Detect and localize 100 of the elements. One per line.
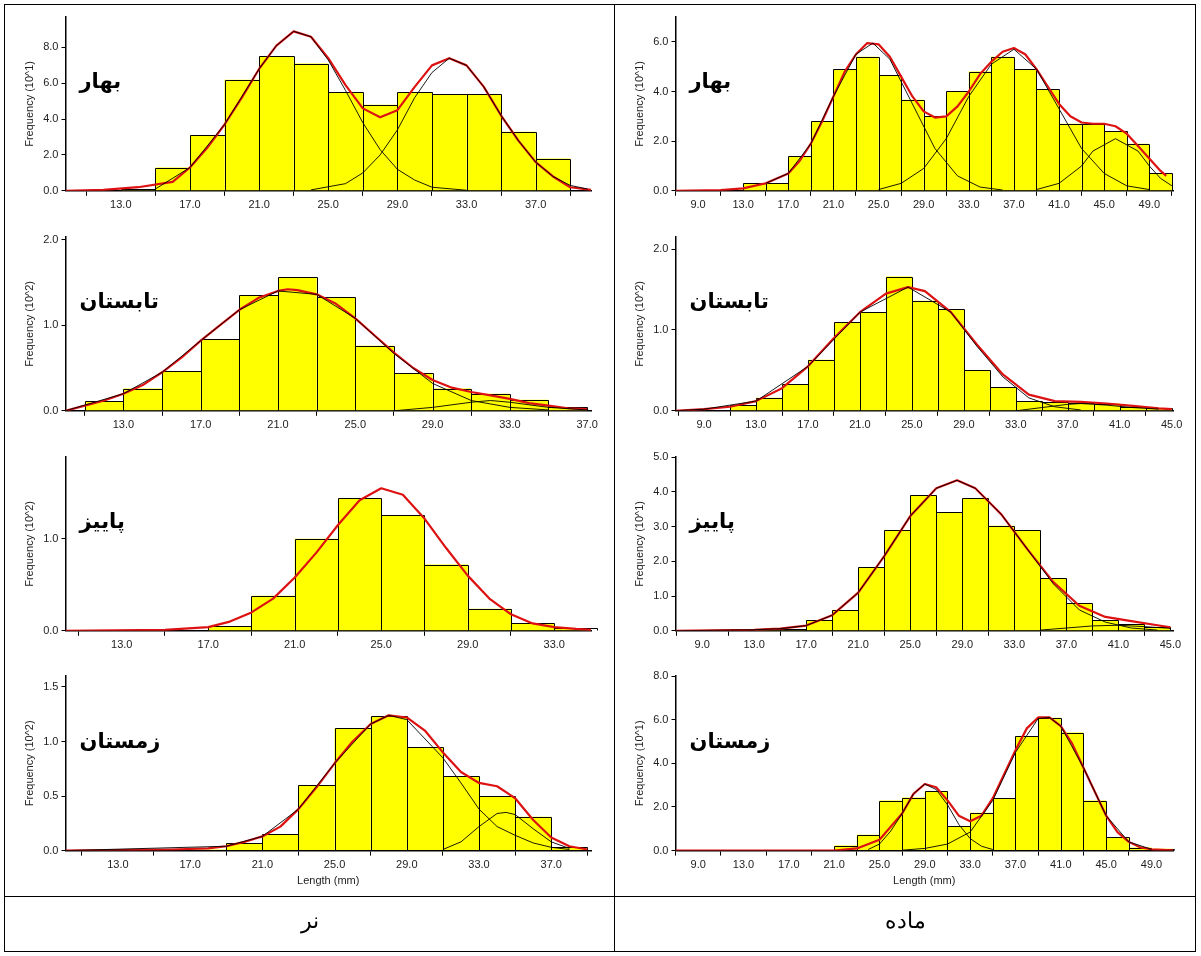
x-tick-label: 13.0 xyxy=(732,198,754,211)
y-tick-label: 2.0 xyxy=(653,800,669,813)
x-tick-label: 33.0 xyxy=(499,418,521,431)
text: ماده xyxy=(615,896,1195,944)
x-tick-label: 33.0 xyxy=(1003,637,1026,650)
x-tick-label: 21.0 xyxy=(284,637,306,650)
y-tick-label: 8.0 xyxy=(43,40,59,53)
x-tick-label: 21.0 xyxy=(823,858,845,871)
x-tick-label: 13.0 xyxy=(112,418,135,431)
text: زمستان xyxy=(79,729,161,754)
text: تابستان xyxy=(689,289,769,314)
x-axis-title: Length (mm) xyxy=(893,874,956,887)
x-tick-label: 37.0 xyxy=(1055,637,1078,650)
x-tick-label: 33.0 xyxy=(958,198,980,211)
y-tick-label: 6.0 xyxy=(43,76,59,89)
x-tick-label: 33.0 xyxy=(543,637,565,650)
y-tick-label: 0.5 xyxy=(43,789,59,802)
x-tick-label: 17.0 xyxy=(778,858,800,871)
y-tick-label: 2.0 xyxy=(43,232,59,245)
x-tick-label: 29.0 xyxy=(914,858,936,871)
x-tick-label: 9.0 xyxy=(690,198,706,211)
text: تابستان xyxy=(79,289,159,314)
x-tick-label: 29.0 xyxy=(421,418,444,431)
x-tick-label: 17.0 xyxy=(795,637,817,650)
y-tick-label: 4.0 xyxy=(43,112,59,125)
x-tick-label: 29.0 xyxy=(457,637,479,650)
x-tick-label: 13.0 xyxy=(107,858,129,871)
x-tick-label: 41.0 xyxy=(1048,198,1070,211)
x-tick-label: 9.0 xyxy=(690,858,706,871)
x-tick-label: 49.0 xyxy=(1140,858,1163,871)
x-tick-label: 21.0 xyxy=(847,637,869,650)
x-tick-label: 13.0 xyxy=(743,637,765,650)
y-tick-label: 0.0 xyxy=(43,403,59,416)
x-tick-label: 21.0 xyxy=(267,418,289,431)
y-tick-label: 0.0 xyxy=(653,843,669,856)
x-tick-label: 45.0 xyxy=(1160,418,1183,431)
x-tick-label: 29.0 xyxy=(396,858,418,871)
x-tick-label: 21.0 xyxy=(248,198,270,211)
y-tick-label: 2.0 xyxy=(653,134,669,147)
x-tick-label: 29.0 xyxy=(951,637,973,650)
y-tick-label: 5.0 xyxy=(653,449,669,462)
x-tick-label: 49.0 xyxy=(1138,198,1161,211)
x-tick-label: 21.0 xyxy=(822,198,845,211)
x-tick-label: 9.0 xyxy=(694,637,710,650)
x-tick-label: 29.0 xyxy=(912,198,935,211)
x-tick-label: 13.0 xyxy=(745,418,767,431)
y-tick-label: 1.0 xyxy=(43,317,59,330)
x-tick-label: 33.0 xyxy=(959,858,981,871)
x-tick-label: 13.0 xyxy=(110,198,132,211)
text: پاییز xyxy=(78,509,125,533)
y-tick-label: 4.0 xyxy=(653,84,669,97)
y-tick-label: 8.0 xyxy=(653,669,669,682)
x-tick-label: 9.0 xyxy=(696,418,712,431)
x-tick-label: 17.0 xyxy=(797,418,819,431)
x-tick-label: 17.0 xyxy=(190,418,212,431)
x-tick-label: 13.0 xyxy=(111,637,133,650)
y-tick-label: 6.0 xyxy=(653,712,669,725)
y-tick-label: 4.0 xyxy=(653,756,669,769)
x-tick-label: 13.0 xyxy=(732,858,755,871)
text: بهار xyxy=(78,69,122,94)
y-tick-label: 0.0 xyxy=(653,183,669,196)
x-tick-label: 33.0 xyxy=(455,198,478,211)
y-axis-title: Frequency (10^2) xyxy=(632,280,645,367)
x-tick-label: 37.0 xyxy=(1057,418,1079,431)
text: پاییز xyxy=(688,509,735,533)
x-tick-label: 37.0 xyxy=(1003,198,1025,211)
x-tick-label: 17.0 xyxy=(179,858,201,871)
x-tick-label: 25.0 xyxy=(323,858,346,871)
x-tick-label: 25.0 xyxy=(901,418,923,431)
x-tick-label: 41.0 xyxy=(1107,637,1130,650)
x-tick-label: 25.0 xyxy=(867,198,890,211)
x-tick-label: 29.0 xyxy=(386,198,409,211)
x-tick-label: 25.0 xyxy=(317,198,339,211)
x-tick-label: 45.0 xyxy=(1095,858,1117,871)
x-tick-label: 21.0 xyxy=(849,418,871,431)
y-axis-title: Frequency (10^1) xyxy=(22,60,35,147)
y-tick-label: 0.0 xyxy=(653,403,669,416)
y-tick-label: 1.0 xyxy=(653,322,669,335)
x-axis-title: Length (mm) xyxy=(297,874,360,887)
text: بهار xyxy=(688,69,732,94)
x-tick-label: 33.0 xyxy=(1005,418,1027,431)
y-tick-label: 1.0 xyxy=(43,734,59,747)
y-tick-label: 1.0 xyxy=(653,588,669,601)
y-tick-label: 2.0 xyxy=(653,241,669,254)
y-tick-label: 6.0 xyxy=(653,34,669,47)
x-tick-label: 37.0 xyxy=(1004,858,1027,871)
y-axis-title: Frequency (10^1) xyxy=(632,720,645,807)
x-tick-label: 25.0 xyxy=(899,637,921,650)
x-tick-label: 37.0 xyxy=(524,198,547,211)
x-tick-label: 45.0 xyxy=(1093,198,1115,211)
x-tick-label: 25.0 xyxy=(370,637,392,650)
y-axis-title: Frequency (10^1) xyxy=(632,500,645,587)
x-tick-label: 37.0 xyxy=(576,418,598,431)
y-tick-label: 2.0 xyxy=(43,148,59,160)
x-tick-label: 41.0 xyxy=(1109,418,1131,431)
x-tick-label: 17.0 xyxy=(197,637,219,650)
x-tick-label: 45.0 xyxy=(1159,637,1182,650)
y-axis-title: Frequency (10^2) xyxy=(22,500,35,587)
y-tick-label: 3.0 xyxy=(653,519,669,532)
y-axis-title: Frequency (10^1) xyxy=(632,60,645,147)
